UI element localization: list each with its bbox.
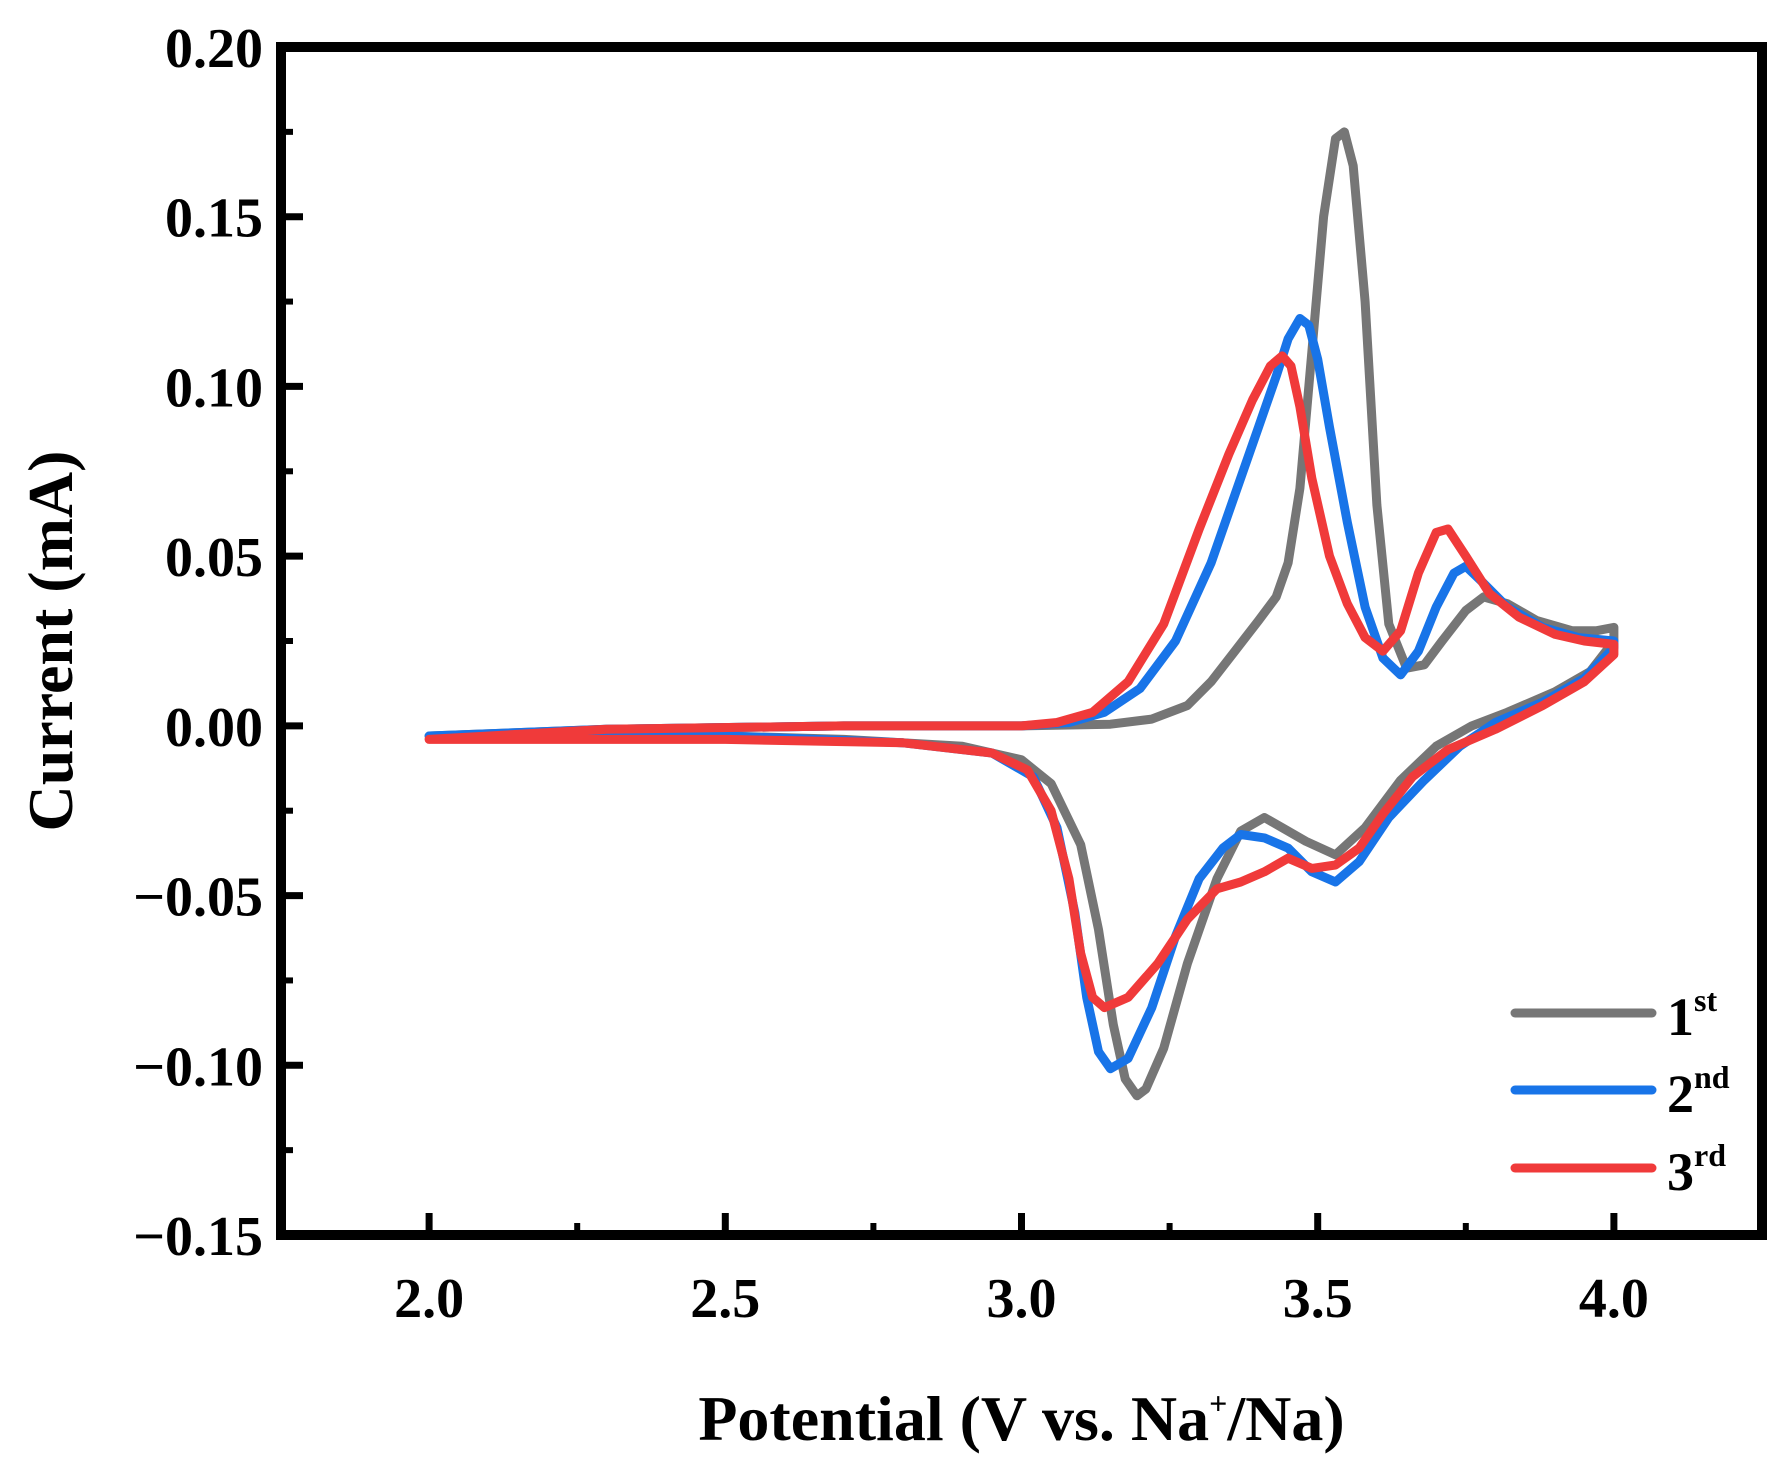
y-tick-label: 0.05 <box>165 527 263 589</box>
series-line-3rd <box>424 351 1619 1013</box>
x-tick-label: 2.0 <box>394 1268 464 1330</box>
plot-frame <box>276 42 1767 1240</box>
y-tick-label: −0.05 <box>133 867 263 929</box>
x-axis-title: Potential (V vs. Na+/Na) <box>698 1383 1344 1454</box>
y-tick-label: −0.15 <box>133 1206 263 1268</box>
legend-label-3rd: 3rd <box>1667 1137 1726 1202</box>
legend: 1st 2nd 3rd <box>1510 982 1730 1202</box>
y-tick-label: −0.10 <box>133 1036 263 1098</box>
series-line-1st <box>424 127 1619 1101</box>
series-layer <box>424 127 1619 1101</box>
y-tick-label: 0.15 <box>165 188 263 250</box>
y-tick-label: 0.00 <box>165 697 263 759</box>
ticks-layer <box>281 43 1618 1239</box>
x-tick-label: 2.5 <box>690 1268 760 1330</box>
series-line-2nd <box>424 314 1619 1074</box>
plot-area <box>424 127 1619 1101</box>
x-tick-label: 4.0 <box>1579 1268 1649 1330</box>
legend-label-1st: 1st <box>1667 982 1717 1047</box>
y-tick-label: 0.10 <box>165 357 263 419</box>
y-axis-title: Current (mA) <box>15 451 86 832</box>
x-tick-label: 3.0 <box>987 1268 1057 1330</box>
y-tick-label: 0.20 <box>165 18 263 80</box>
x-tick-label: 3.5 <box>1283 1268 1353 1330</box>
legend-label-2nd: 2nd <box>1667 1059 1730 1124</box>
tick-labels-layer: 2.0 2.5 3.0 3.5 4.0 −0.15 −0.10 −0.05 0.00 0.05 0.… <box>133 18 1649 1330</box>
